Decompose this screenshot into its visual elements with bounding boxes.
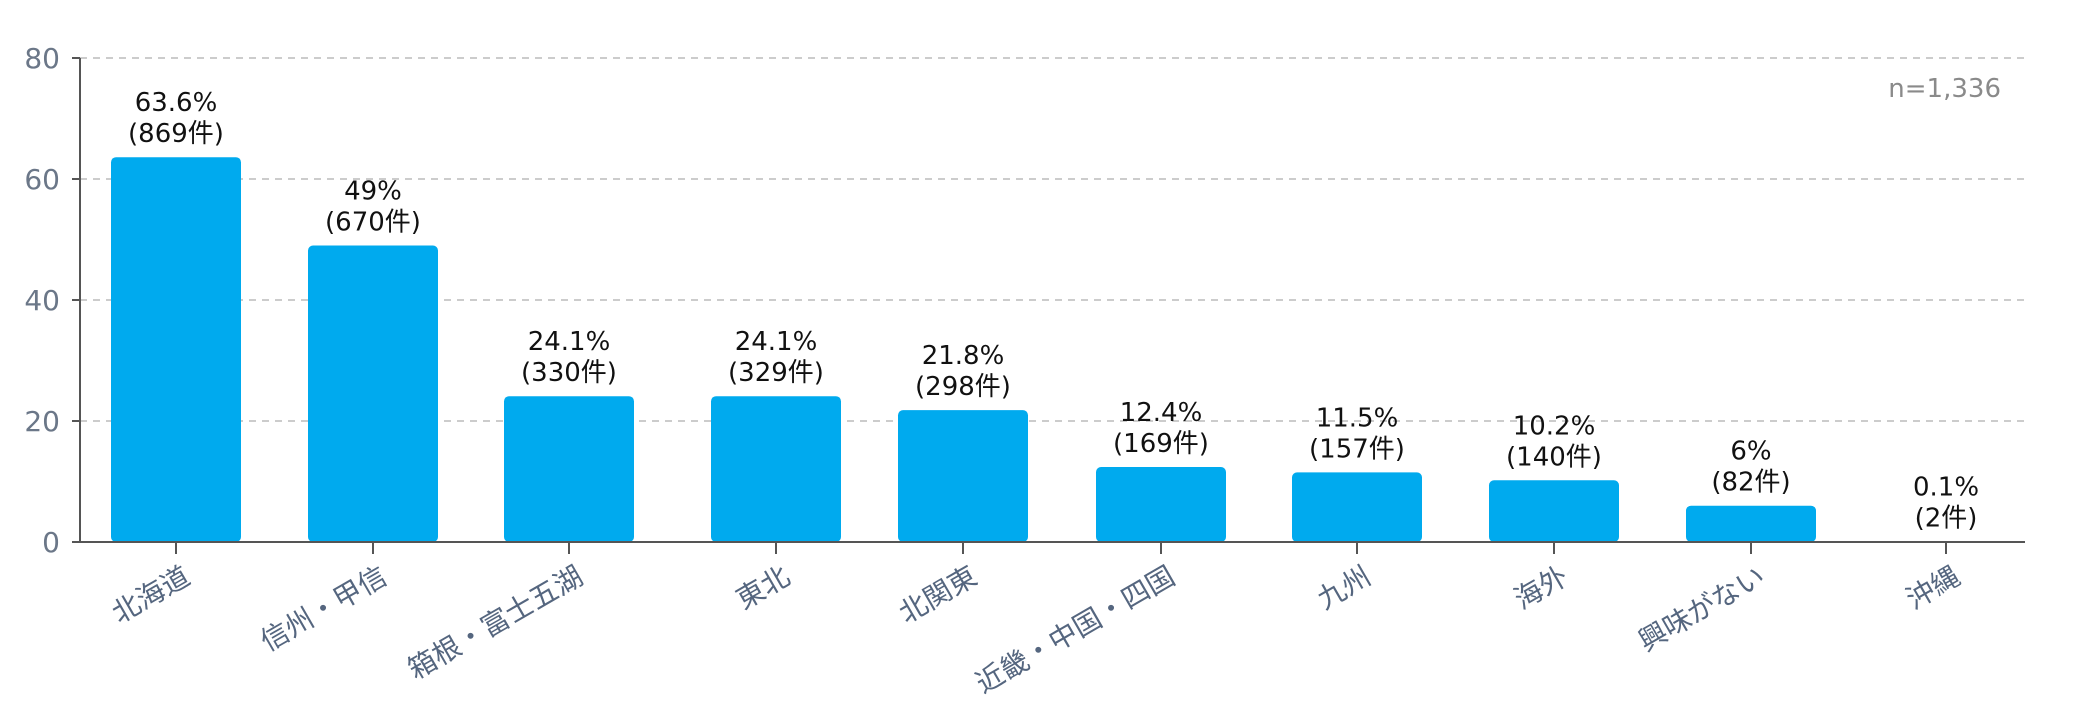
- category-label: 箱根・富士五湖: [402, 559, 588, 686]
- data-label-percent: 24.1%: [735, 327, 818, 357]
- data-label-count: (169件): [1113, 429, 1209, 459]
- bar: [111, 157, 241, 542]
- bar: [1096, 466, 1226, 542]
- data-label-percent: 12.4%: [1120, 398, 1203, 428]
- data-label-percent: 63.6%: [135, 88, 218, 118]
- data-label-count: (329件): [728, 358, 824, 388]
- data-label-percent: 10.2%: [1513, 411, 1596, 441]
- bar: [504, 396, 634, 542]
- category-label: 海外: [1508, 559, 1573, 616]
- data-label-count: (330件): [521, 358, 617, 388]
- category-label: 東北: [730, 559, 795, 616]
- category-label: 九州: [1311, 559, 1376, 616]
- y-tick-label: 60: [24, 163, 60, 196]
- category-label: 興味がない: [1633, 559, 1771, 658]
- data-label-count: (82件): [1711, 468, 1790, 498]
- data-label-percent: 24.1%: [528, 327, 611, 357]
- bar: [1686, 505, 1816, 542]
- data-label-count: (2件): [1915, 503, 1978, 533]
- data-label-percent: 11.5%: [1316, 403, 1399, 433]
- data-label-percent: 6%: [1730, 437, 1771, 467]
- data-label-percent: 21.8%: [922, 341, 1005, 371]
- data-label-count: (869件): [128, 119, 224, 149]
- category-label: 沖縄: [1900, 559, 1965, 616]
- y-tick-label: 40: [24, 284, 60, 317]
- bar: [898, 410, 1028, 542]
- bar: [1489, 480, 1619, 542]
- sample-size-annotation: n=1,336: [1888, 74, 2001, 104]
- y-tick-label: 20: [24, 405, 60, 438]
- data-labels: 63.6%(869件)49%(670件)24.1%(330件)24.1%(329…: [128, 88, 1979, 533]
- data-label-count: (140件): [1506, 442, 1602, 472]
- bar: [711, 396, 841, 542]
- data-label-count: (670件): [325, 208, 421, 238]
- bars: [111, 157, 2011, 543]
- y-axis-ticks: 0 20 40 60 80: [24, 42, 80, 559]
- y-tick-label: 0: [42, 526, 60, 559]
- y-tick-label: 80: [24, 42, 60, 75]
- bar: [308, 245, 438, 543]
- data-label-percent: 0.1%: [1913, 472, 1979, 502]
- category-label: 信州・甲信: [255, 559, 393, 658]
- category-label: 北海道: [106, 559, 195, 630]
- category-label: 北関東: [893, 559, 982, 630]
- category-label: 近畿・中国・四国: [970, 559, 1181, 700]
- data-label-percent: 49%: [344, 177, 402, 207]
- data-label-count: (298件): [915, 372, 1011, 402]
- data-label-count: (157件): [1309, 434, 1405, 464]
- bar: [1292, 472, 1422, 542]
